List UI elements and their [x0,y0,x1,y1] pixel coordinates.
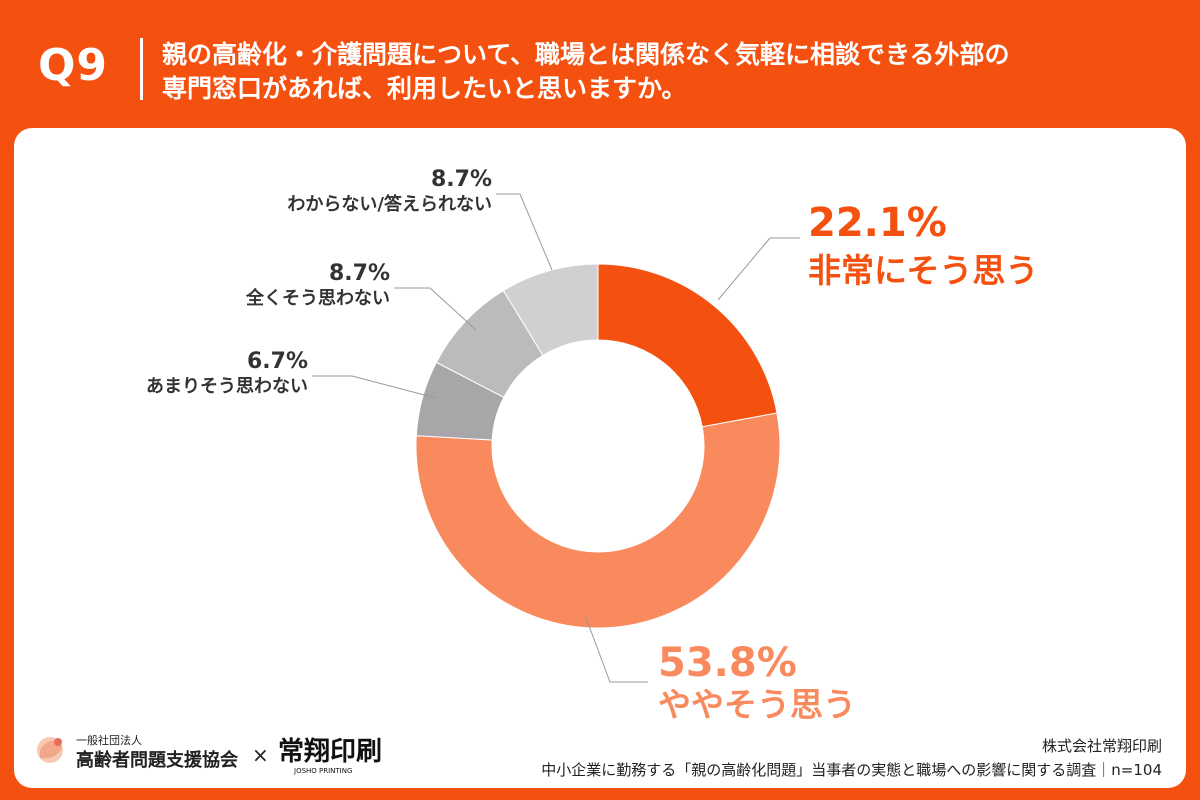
question-line-2: 専門窓口があれば、利用したいと思いますか。 [162,74,687,103]
partner-logo-text: 常翔印刷 [278,737,382,767]
leader-line-4 [394,287,477,331]
header-divider [140,38,143,100]
slice-value-label-1: 22.1% [808,200,947,246]
org-small-text: 一般社団法人 [76,733,142,747]
donut-slice-5 [502,263,599,357]
leader-line-2 [584,614,648,683]
chart-panel [14,128,1186,788]
slice-category-label-5: わからない/答えられない [287,193,492,215]
times-sign: × [252,743,269,767]
header: Q9 親の高齢化・介護問題について、職場とは関係なく気軽に相談できる外部の 専門… [0,0,1200,128]
slice-value-label-3: 6.7% [247,349,308,374]
partner-logo-subtext: JOSHO PRINTING [293,767,352,775]
footer-credits: 株式会社常翔印刷 中小企業に勤務する「親の高齢化問題」当事者の実態と職場への影響… [541,734,1162,782]
footer-logo-svg: 一般社団法人 高齢者問題支援協会 × 常翔印刷 JOSHO PRINTING [37,733,382,775]
org-name-text: 高齢者問題支援協会 [76,749,238,771]
footer-logos: 一般社団法人 高齢者問題支援協会 × 常翔印刷 JOSHO PRINTING [32,728,452,775]
leader-line-1 [717,237,800,301]
slice-value-label-2: 53.8% [658,640,797,686]
slice-value-label-4: 8.7% [329,261,390,286]
slice-value-label-5: 8.7% [431,167,492,192]
association-logo-icon [37,737,63,763]
slice-category-label-1: 非常にそう思う [808,251,1038,290]
question-line-1: 親の高齢化・介護問題について、職場とは関係なく気軽に相談できる外部の [162,40,1010,69]
question-text: 親の高齢化・介護問題について、職場とは関係なく気軽に相談できる外部の 専門窓口が… [162,38,1162,106]
leader-line-5 [496,193,553,271]
question-number: Q9 [38,40,109,91]
leader-line-3 [312,375,437,399]
slice-category-label-3: あまりそう思わない [146,376,308,397]
slice-category-label-4: 全くそう思わない [245,287,390,309]
slice-category-label-2: ややそう思う [658,685,856,724]
donut-slice-2 [415,412,781,629]
company-name: 株式会社常翔印刷 [1041,737,1162,755]
survey-title: 中小企業に勤務する「親の高齢化問題」当事者の実態と職場への影響に関する調査｜n=… [541,761,1162,779]
donut-slice-1 [597,263,778,428]
